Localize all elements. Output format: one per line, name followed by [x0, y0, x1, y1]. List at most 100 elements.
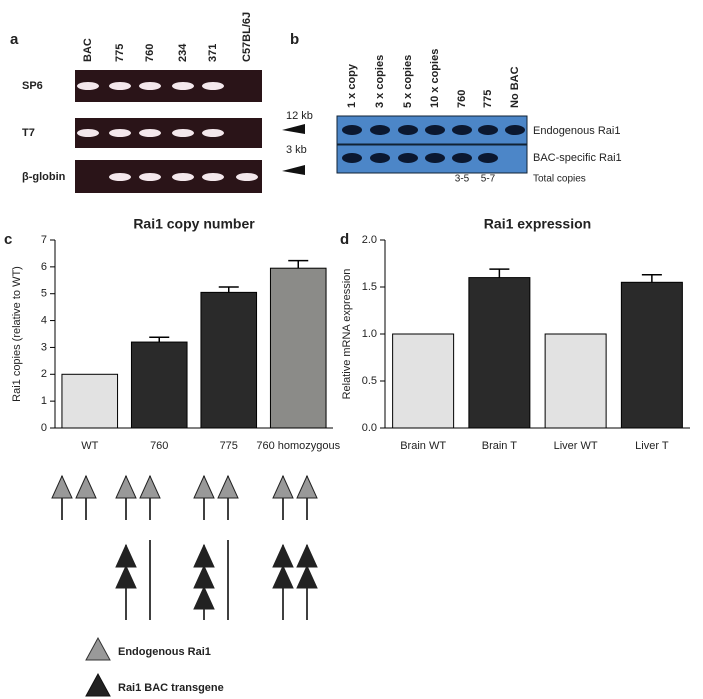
- blot-band: [370, 125, 390, 135]
- lane-label: 760: [144, 44, 156, 62]
- blot-band: [370, 153, 390, 163]
- y-tick-label: 2.0: [362, 234, 377, 246]
- bar: [200, 291, 258, 429]
- blot-band: [452, 125, 472, 135]
- bar: [544, 333, 607, 429]
- gel-band: [109, 82, 131, 90]
- legend-label: Rai1 BAC transgene: [118, 682, 224, 694]
- lane-label: BAC: [82, 38, 94, 62]
- gel-band: [172, 129, 194, 137]
- x-tick-label: Liver WT: [554, 440, 598, 452]
- gel-band: [77, 129, 99, 137]
- allele-arrow: [272, 474, 294, 499]
- lane-label: 760: [456, 90, 468, 108]
- bar: [269, 267, 327, 429]
- allele-arrow: [296, 564, 318, 589]
- y-tick-label: 4: [41, 314, 47, 326]
- y-tick-label: 6: [41, 261, 47, 273]
- copies-label: 5-7: [481, 174, 496, 185]
- lane-label: 371: [207, 44, 219, 62]
- gel-row: [75, 160, 262, 193]
- allele-arrow: [115, 543, 137, 568]
- panel-label: d: [340, 231, 349, 248]
- blot-band: [398, 153, 418, 163]
- allele-arrow: [296, 543, 318, 568]
- allele-arrow: [296, 474, 318, 499]
- legend-label: Endogenous Rai1: [118, 646, 211, 658]
- gel-band: [77, 82, 99, 90]
- bar: [468, 277, 531, 429]
- blot-band: [342, 153, 362, 163]
- x-tick-label: WT: [81, 440, 98, 452]
- bar: [130, 341, 188, 429]
- lane-label: 5 x copies: [402, 55, 414, 108]
- bar: [620, 281, 683, 429]
- row-label: T7: [22, 127, 35, 139]
- gel-row: [75, 118, 262, 148]
- blot-band: [505, 125, 525, 135]
- y-tick-label: 0: [41, 422, 47, 434]
- legend-icon: [85, 672, 111, 697]
- size-label: 3 kb: [286, 144, 307, 156]
- gel-band: [202, 82, 224, 90]
- allele-arrow: [193, 564, 215, 589]
- gel-band: [172, 173, 194, 181]
- gel-band: [139, 82, 161, 90]
- y-axis-label: Relative mRNA expression: [341, 269, 353, 400]
- size-marker: [282, 165, 305, 175]
- gel-band: [172, 82, 194, 90]
- blot-band: [342, 125, 362, 135]
- lane-label: 775: [482, 90, 494, 108]
- y-tick-label: 0.0: [362, 422, 377, 434]
- allele-arrow: [193, 474, 215, 499]
- lane-label: 1 x copy: [346, 63, 358, 108]
- lane-label: 775: [114, 44, 126, 62]
- gel-band: [202, 173, 224, 181]
- x-tick-label: 760 homozygous: [256, 440, 340, 452]
- lane-label: 3 x copies: [374, 55, 386, 108]
- gel-row: [75, 70, 262, 102]
- allele-arrow: [272, 564, 294, 589]
- blot-band: [478, 125, 498, 135]
- y-tick-label: 3: [41, 341, 47, 353]
- blot-band: [425, 125, 445, 135]
- x-tick-label: 775: [220, 440, 238, 452]
- blot-band: [425, 153, 445, 163]
- row-label: β-globin: [22, 171, 66, 183]
- y-axis-label: Rai1 copies (relative to WT): [11, 266, 23, 402]
- y-tick-label: 1.0: [362, 328, 377, 340]
- x-tick-label: Brain WT: [400, 440, 446, 452]
- band-label: Endogenous Rai1: [533, 125, 620, 137]
- panel-label: b: [290, 31, 299, 48]
- allele-arrow: [139, 474, 161, 499]
- allele-arrow: [115, 474, 137, 499]
- allele-arrow: [217, 474, 239, 499]
- blot-band: [398, 125, 418, 135]
- size-label: 12 kb: [286, 110, 313, 122]
- y-tick-label: 1.5: [362, 281, 377, 293]
- x-tick-label: 760: [150, 440, 168, 452]
- panel-label: a: [10, 31, 19, 48]
- gel-band: [109, 129, 131, 137]
- x-tick-label: Brain T: [482, 440, 518, 452]
- blot-band: [452, 153, 472, 163]
- chart-title: Rai1 copy number: [133, 216, 255, 232]
- band-label: BAC-specific Rai1: [533, 152, 622, 164]
- legend-icon: [85, 636, 111, 661]
- row-label: SP6: [22, 80, 43, 92]
- gel-band: [109, 173, 131, 181]
- allele-arrow: [75, 474, 97, 499]
- gel-band: [236, 173, 258, 181]
- chart-title: Rai1 expression: [484, 216, 591, 232]
- copies-title: Total copies: [533, 174, 586, 185]
- allele-arrow: [51, 474, 73, 499]
- blot-band: [478, 153, 498, 163]
- gel-band: [139, 129, 161, 137]
- lane-label: C57BL/6J: [241, 12, 253, 62]
- gel-band: [202, 129, 224, 137]
- size-marker: [282, 124, 305, 134]
- x-tick-label: Liver T: [635, 440, 669, 452]
- bar: [392, 333, 455, 429]
- y-tick-label: 5: [41, 288, 47, 300]
